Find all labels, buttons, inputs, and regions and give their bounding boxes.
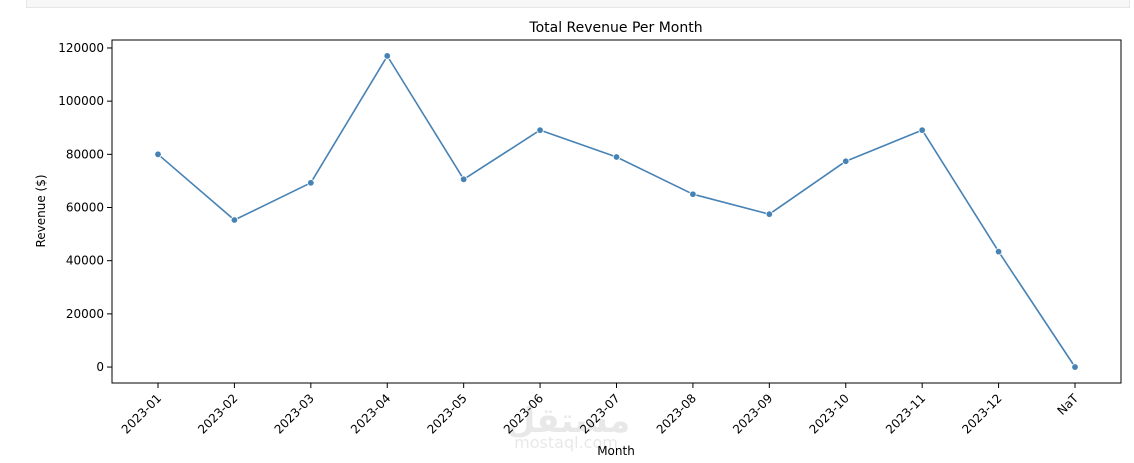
watermark-latin-text: mostaql.com xyxy=(514,433,618,452)
y-tick-label: 0 xyxy=(96,360,104,374)
x-axis-label: Month xyxy=(597,444,635,458)
x-tick-label: 2023-08 xyxy=(654,391,699,436)
chart-title: Total Revenue Per Month xyxy=(528,20,702,36)
x-tick-label: 2023-01 xyxy=(119,391,164,436)
y-tick-label: 60000 xyxy=(66,201,104,215)
revenue-line xyxy=(157,55,1076,368)
x-tick-label: 2023-11 xyxy=(883,391,928,436)
data-point-2023-10 xyxy=(842,157,850,165)
x-tick-label: 2023-10 xyxy=(807,391,852,436)
x-tick-label: 2023-05 xyxy=(424,391,469,436)
x-tick-label: 2023-09 xyxy=(730,391,775,436)
watermark-arabic-text: مستقل xyxy=(506,401,630,441)
y-tick-label: 120000 xyxy=(58,41,104,55)
y-tick-label: 100000 xyxy=(58,94,104,108)
data-point-2023-01 xyxy=(154,150,162,159)
x-tick-label: 2023-02 xyxy=(195,391,240,436)
y-tick-label: 80000 xyxy=(66,147,104,161)
data-point-2023-12 xyxy=(994,247,1003,256)
watermark-logo: مستقل mostaql.com xyxy=(506,401,630,452)
data-point-2023-08 xyxy=(689,190,697,198)
previous-output-cell-edge xyxy=(26,0,1130,8)
data-point-2023-03 xyxy=(307,179,315,187)
data-point-2023-02 xyxy=(230,216,239,224)
y-tick-label: 40000 xyxy=(66,254,104,268)
data-point-2023-09 xyxy=(765,210,774,218)
y-tick-label: 20000 xyxy=(66,307,104,321)
y-axis-label: Revenue ($) xyxy=(34,174,48,247)
data-point-2023-06 xyxy=(536,126,544,134)
revenue-series xyxy=(154,52,1079,371)
x-tick-label: 2023-04 xyxy=(348,391,393,436)
data-point-2023-07 xyxy=(612,153,621,161)
x-tick-label: NaT xyxy=(1054,391,1081,418)
data-point-2023-05 xyxy=(459,175,468,184)
x-tick-label: 2023-12 xyxy=(959,391,1004,436)
data-point-nat xyxy=(1071,363,1079,371)
plot-area-frame xyxy=(111,39,1122,384)
y-axis-ticks: 0 20000 40000 60000 80000 100000 120000 xyxy=(58,41,112,374)
data-point-2023-04 xyxy=(383,52,391,60)
x-tick-label: 2023-03 xyxy=(272,391,317,436)
data-point-2023-11 xyxy=(918,126,926,134)
